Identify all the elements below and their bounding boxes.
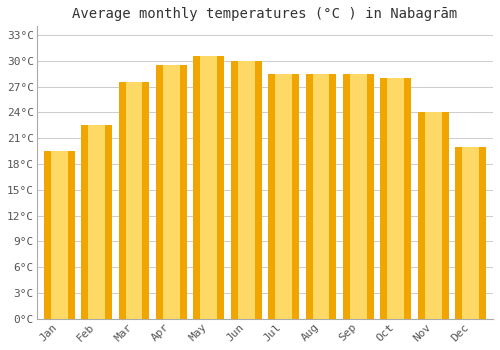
Bar: [88, 125, 105, 319]
Bar: [231, 61, 262, 319]
Bar: [306, 74, 336, 319]
Bar: [462, 147, 479, 319]
Bar: [200, 56, 217, 319]
Bar: [118, 82, 150, 319]
Bar: [275, 74, 292, 319]
Bar: [44, 151, 74, 319]
Bar: [380, 78, 411, 319]
Bar: [456, 147, 486, 319]
Bar: [312, 74, 330, 319]
Bar: [418, 112, 448, 319]
Bar: [163, 65, 180, 319]
Title: Average monthly temperatures (°C ) in Nabagrām: Average monthly temperatures (°C ) in Na…: [72, 7, 458, 21]
Bar: [388, 78, 404, 319]
Bar: [126, 82, 142, 319]
Bar: [425, 112, 442, 319]
Bar: [238, 61, 254, 319]
Bar: [268, 74, 299, 319]
Bar: [343, 74, 374, 319]
Bar: [156, 65, 186, 319]
Bar: [350, 74, 367, 319]
Bar: [81, 125, 112, 319]
Bar: [194, 56, 224, 319]
Bar: [50, 151, 68, 319]
